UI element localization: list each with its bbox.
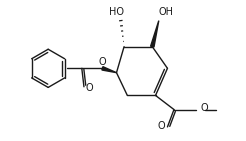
Text: HO: HO xyxy=(108,7,123,17)
Text: O: O xyxy=(200,103,208,114)
Polygon shape xyxy=(151,21,159,47)
Polygon shape xyxy=(102,67,117,73)
Text: OH: OH xyxy=(159,7,174,17)
Text: O: O xyxy=(86,83,93,93)
Text: O: O xyxy=(99,57,106,67)
Text: O: O xyxy=(158,121,165,131)
